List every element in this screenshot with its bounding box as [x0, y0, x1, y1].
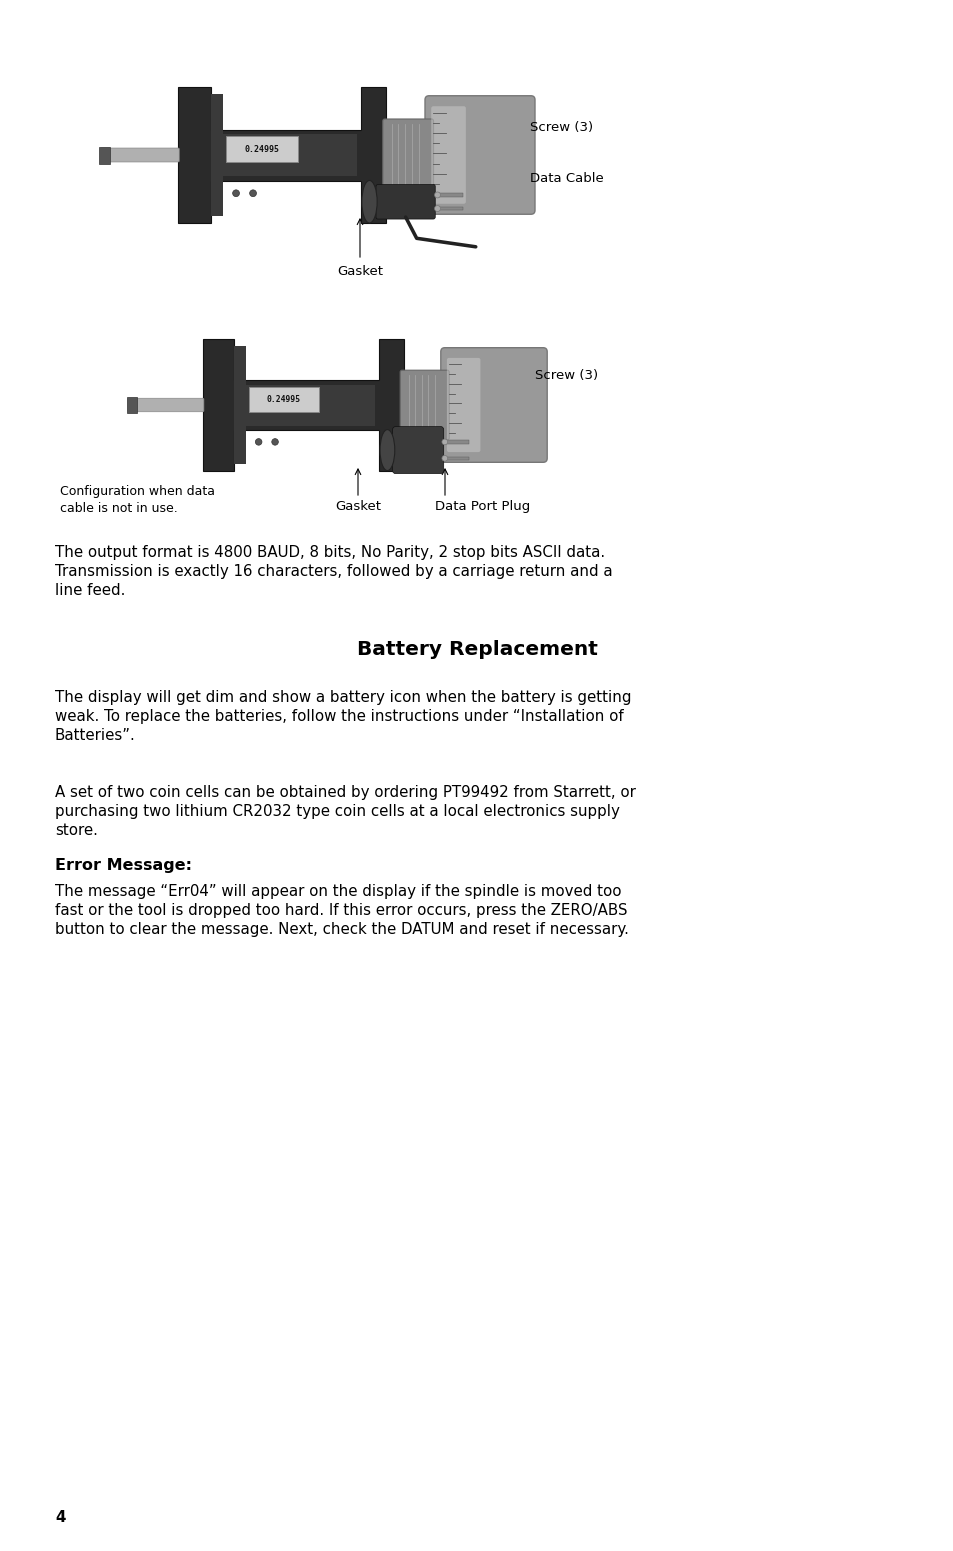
Polygon shape [127, 397, 137, 413]
Ellipse shape [379, 430, 395, 470]
Text: button to clear the message. Next, check the DATUM and reset if necessary.: button to clear the message. Next, check… [55, 921, 628, 937]
FancyBboxPatch shape [437, 194, 462, 197]
Text: Screw (3): Screw (3) [530, 121, 593, 135]
FancyBboxPatch shape [128, 399, 204, 411]
Text: 0.24995: 0.24995 [244, 144, 279, 154]
Text: line feed.: line feed. [55, 583, 125, 599]
Polygon shape [211, 93, 356, 216]
Text: A set of two coin cells can be obtained by ordering PT99492 from Starrett, or: A set of two coin cells can be obtained … [55, 785, 636, 800]
FancyBboxPatch shape [399, 371, 449, 440]
Ellipse shape [434, 192, 440, 199]
Text: Configuration when data
cable is not in use.: Configuration when data cable is not in … [60, 485, 214, 515]
Text: Battery Replacement: Battery Replacement [356, 641, 597, 659]
Polygon shape [99, 146, 111, 163]
Text: Gasket: Gasket [336, 265, 382, 278]
Text: 0.24995: 0.24995 [266, 396, 300, 403]
Polygon shape [233, 346, 375, 464]
Text: Data Cable: Data Cable [530, 172, 603, 185]
FancyBboxPatch shape [446, 358, 480, 451]
Text: Gasket: Gasket [335, 499, 380, 513]
Polygon shape [203, 340, 403, 470]
Ellipse shape [361, 180, 376, 223]
Ellipse shape [250, 189, 256, 197]
Ellipse shape [441, 439, 447, 445]
Text: store.: store. [55, 824, 98, 838]
Text: The message “Err04” will appear on the display if the spindle is moved too: The message “Err04” will appear on the d… [55, 884, 620, 900]
FancyBboxPatch shape [437, 206, 462, 211]
Text: Transmission is exactly 16 characters, followed by a carriage return and a: Transmission is exactly 16 characters, f… [55, 565, 612, 579]
Text: The display will get dim and show a battery icon when the battery is getting: The display will get dim and show a batt… [55, 690, 631, 706]
Ellipse shape [441, 456, 447, 461]
FancyBboxPatch shape [375, 185, 435, 219]
FancyBboxPatch shape [444, 456, 469, 461]
Polygon shape [178, 87, 386, 223]
Text: 4: 4 [55, 1511, 66, 1525]
FancyBboxPatch shape [444, 440, 469, 444]
Text: Error Message:: Error Message: [55, 858, 192, 873]
FancyBboxPatch shape [101, 147, 179, 161]
FancyBboxPatch shape [431, 107, 465, 203]
Text: Batteries”.: Batteries”. [55, 727, 135, 743]
Ellipse shape [434, 206, 440, 211]
Text: purchasing two lithium CR2032 type coin cells at a local electronics supply: purchasing two lithium CR2032 type coin … [55, 803, 619, 819]
Text: Data Port Plug: Data Port Plug [435, 499, 530, 513]
Text: fast or the tool is dropped too hard. If this error occurs, press the ZERO/ABS: fast or the tool is dropped too hard. If… [55, 903, 627, 918]
Text: weak. To replace the batteries, follow the instructions under “Installation of: weak. To replace the batteries, follow t… [55, 709, 623, 724]
Text: The output format is 4800 BAUD, 8 bits, No Parity, 2 stop bits ASCII data.: The output format is 4800 BAUD, 8 bits, … [55, 544, 604, 560]
FancyBboxPatch shape [424, 96, 535, 214]
FancyBboxPatch shape [440, 347, 547, 462]
FancyBboxPatch shape [393, 427, 443, 473]
Ellipse shape [255, 439, 262, 445]
Ellipse shape [233, 189, 239, 197]
FancyBboxPatch shape [226, 136, 297, 161]
Ellipse shape [272, 439, 278, 445]
FancyBboxPatch shape [249, 386, 318, 411]
FancyBboxPatch shape [382, 119, 433, 191]
Text: Screw (3): Screw (3) [535, 369, 598, 382]
